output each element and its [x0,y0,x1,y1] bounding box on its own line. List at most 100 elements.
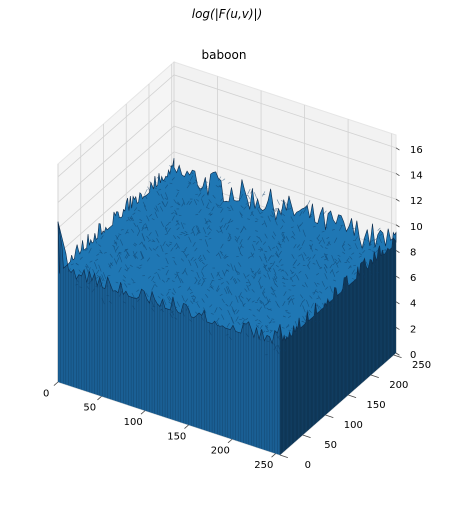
texture-line [166,291,170,296]
texture-line [184,252,188,258]
texture-line [152,281,156,284]
texture-line [278,335,283,341]
texture-line [119,239,124,246]
texture-line [292,230,296,236]
texture-line [286,325,290,327]
texture-line [235,295,239,303]
texture-line [98,244,102,247]
texture-line [176,227,180,231]
texture-line [156,190,160,196]
texture-line [271,292,275,296]
texture-line [330,304,334,311]
texture-line [176,189,180,192]
texture-line [273,346,277,351]
texture-line [276,199,280,205]
texture-line [139,264,143,266]
texture-line [209,304,213,308]
texture-line [227,221,231,224]
texture-line [255,230,258,232]
texture-line [164,233,168,236]
texture-line [174,274,178,279]
texture-line [247,256,251,259]
texture-line [100,235,104,240]
texture-line [373,238,377,241]
texture-line [118,233,122,236]
texture-line [384,249,389,256]
texture-line [338,225,343,231]
texture-line [346,260,350,263]
texture-line [148,247,152,251]
texture-line [354,236,358,241]
texture-line [234,278,238,284]
texture-line [230,263,234,271]
texture-line [294,321,299,329]
texture-line [131,278,135,282]
texture-line [216,285,220,292]
texture-line [318,265,322,270]
texture-line [239,193,244,200]
y-tick-mark [370,374,379,378]
texture-line [154,211,158,218]
texture-line [381,249,385,252]
texture-line [154,272,158,274]
texture-line [329,264,333,269]
texture-line [314,248,318,251]
texture-line [258,272,262,275]
texture-line [264,303,268,306]
texture-line [223,222,227,228]
texture-line [306,256,310,259]
texture-line [184,234,188,237]
texture-line [327,241,331,246]
texture-line [351,269,355,275]
texture-line [270,286,274,291]
texture-line [220,197,224,202]
texture-line [178,214,182,217]
texture-line [291,327,295,329]
texture-line [264,250,268,253]
texture-line [110,262,113,265]
texture-line [144,194,148,200]
texture-line [174,242,178,247]
texture-line [268,245,272,251]
texture-line [165,223,169,227]
texture-line [225,269,229,272]
texture-line [99,275,104,282]
texture-line [218,176,222,181]
texture-line [273,276,277,283]
texture-line [205,181,208,183]
texture-line [162,179,166,183]
texture-line [291,271,295,275]
texture-line [186,184,190,189]
texture-line [278,243,282,246]
texture-line [290,277,294,282]
texture-line [272,277,276,285]
texture-line [185,253,189,257]
texture-line [196,199,200,202]
texture-line [259,330,264,334]
texture-line [263,220,268,228]
y-tick-mark [302,434,311,438]
texture-line [180,278,184,284]
texture-line [194,247,198,252]
texture-line [182,197,186,206]
y-tick-mark [279,454,288,458]
texture-line [129,216,133,222]
texture-line [116,252,120,257]
texture-line [240,205,244,209]
texture-line [309,243,314,250]
texture-line [252,244,256,251]
texture-line [145,292,149,298]
texture-line [131,228,135,233]
texture-line [193,199,198,206]
texture-line [230,220,234,223]
texture-line [216,229,220,234]
texture-line [157,273,161,280]
z-tick-label: 10 [410,222,423,233]
texture-line [269,262,273,265]
texture-line [86,286,90,290]
texture-line [280,200,284,202]
texture-line [306,299,310,307]
texture-line [226,286,230,294]
texture-line [94,237,98,244]
texture-line [200,316,204,321]
